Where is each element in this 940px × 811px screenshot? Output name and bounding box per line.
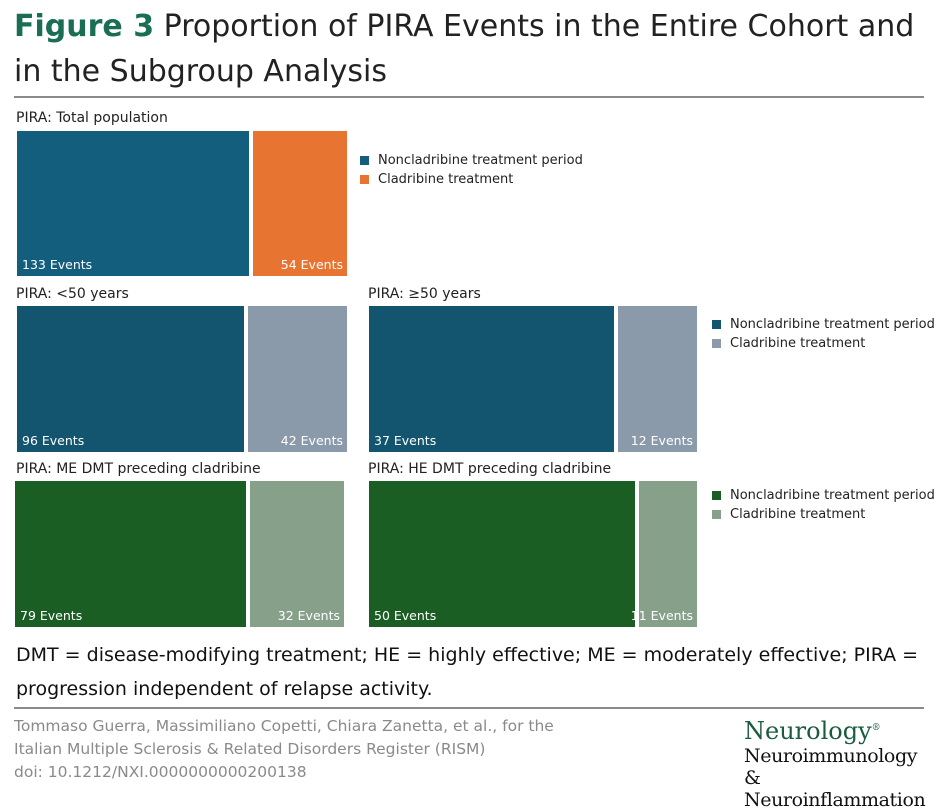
cladribine-bar: 54 Events: [252, 131, 347, 276]
cladribine-bar: 42 Events: [247, 306, 347, 452]
bottom-divider: [14, 707, 924, 709]
legend-blue-gray: Noncladribine treatment period Cladribin…: [712, 315, 935, 353]
panel-title-under50: PIRA: <50 years: [16, 286, 129, 302]
noncladribine-bar: 96 Events: [17, 306, 244, 452]
legend-swatch: [712, 491, 721, 500]
bar-value-label: 32 Events: [277, 608, 340, 623]
panel-title-me-dmt: PIRA: ME DMT preceding cladribine: [16, 461, 261, 477]
legend-item: Cladribine treatment: [712, 505, 935, 524]
legend-swatch: [360, 156, 369, 165]
footnote: DMT = disease-modifying treatment; HE = …: [16, 644, 919, 700]
legend-blue-orange: Noncladribine treatment period Cladribin…: [360, 151, 583, 189]
logo-line-1: Neuroimmunology: [744, 745, 918, 767]
bar-value-label: 50 Events: [374, 608, 437, 623]
legend-item: Noncladribine treatment period: [712, 315, 935, 334]
panel-title-he-dmt: PIRA: HE DMT preceding cladribine: [368, 461, 612, 477]
legend-item: Noncladribine treatment period: [712, 486, 935, 505]
legend-label: Cladribine treatment: [378, 172, 514, 187]
citation-doi: doi: 10.1212/NXI.0000000000200138: [14, 763, 307, 781]
legend-green: Noncladribine treatment period Cladribin…: [712, 486, 935, 524]
legend-label: Cladribine treatment: [730, 507, 866, 522]
citation-register: Italian Multiple Sclerosis & Related Dis…: [14, 740, 486, 758]
top-divider: [14, 96, 924, 98]
bar-value-label: 54 Events: [280, 257, 343, 272]
legend-label: Cladribine treatment: [730, 336, 866, 351]
cladribine-bar: 12 Events: [617, 306, 697, 452]
cladribine-bar: 32 Events: [250, 481, 344, 627]
legend-label: Noncladribine treatment period: [378, 153, 583, 168]
panel-title-over50: PIRA: ≥50 years: [368, 286, 481, 302]
legend-swatch: [712, 339, 721, 348]
legend-item: Cladribine treatment: [360, 170, 583, 189]
legend-swatch: [712, 510, 721, 519]
logo-line-2: & Neuroinflammation: [744, 767, 926, 811]
bar-value-label: 79 Events: [20, 608, 83, 623]
cladribine-bar: 11 Events: [631, 481, 697, 627]
citation: Tommaso Guerra, Massimiliano Copetti, Ch…: [14, 715, 694, 784]
bar-value-label: 37 Events: [374, 433, 437, 448]
bar-value-label: 12 Events: [630, 433, 693, 448]
journal-logo: Neurology® Neuroimmunology & Neuroinflam…: [744, 714, 930, 811]
legend-swatch: [712, 320, 721, 329]
bar-value-label: 42 Events: [280, 433, 343, 448]
noncladribine-bar: 37 Events: [369, 306, 614, 452]
legend-item: Cladribine treatment: [712, 334, 935, 353]
legend-label: Noncladribine treatment period: [730, 317, 935, 332]
panel-title-total: PIRA: Total population: [16, 110, 168, 126]
figure-label: Figure 3: [14, 9, 155, 44]
legend-label: Noncladribine treatment period: [730, 488, 935, 503]
noncladribine-bar: 50 Events: [369, 481, 635, 627]
figure-title: Figure 3 Proportion of PIRA Events in th…: [14, 4, 924, 94]
logo-registered-mark: ®: [871, 723, 881, 733]
logo-brand: Neurology®: [744, 714, 930, 745]
logo-brand-text: Neurology: [744, 717, 872, 745]
bar-value-label: 11 Events: [630, 608, 693, 623]
bar-value-label: 133 Events: [22, 257, 93, 272]
noncladribine-bar: 133 Events: [17, 131, 249, 276]
figure-title-text: Proportion of PIRA Events in the Entire …: [14, 9, 915, 89]
noncladribine-bar: 79 Events: [15, 481, 247, 627]
citation-authors: Tommaso Guerra, Massimiliano Copetti, Ch…: [14, 717, 554, 735]
bar-value-label: 96 Events: [22, 433, 85, 448]
legend-swatch: [360, 175, 369, 184]
legend-item: Noncladribine treatment period: [360, 151, 583, 170]
